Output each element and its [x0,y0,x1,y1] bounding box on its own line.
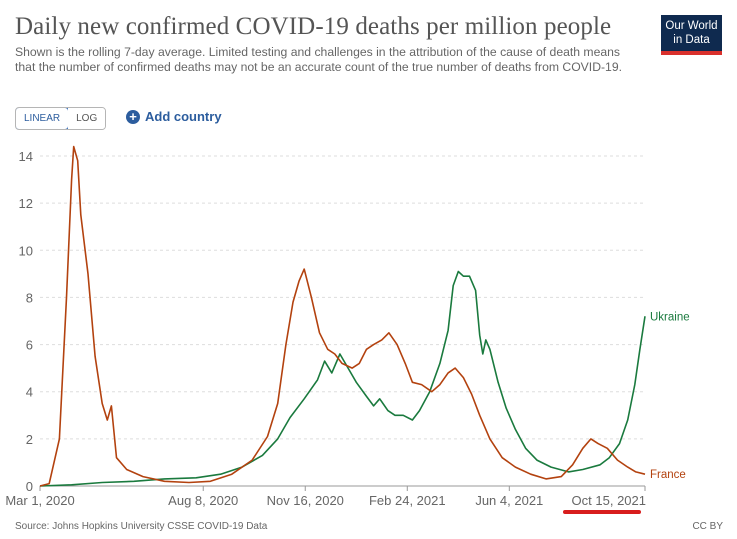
x-tick-label: Aug 8, 2020 [168,493,238,508]
y-tick-label: 12 [19,196,33,211]
y-tick-label: 2 [26,432,33,447]
highlight-underline [563,510,641,514]
owid-logo[interactable]: Our World in Data [661,15,722,55]
y-tick-label: 4 [26,385,33,400]
grid-lines [40,155,645,487]
series-line-ukraine[interactable] [39,270,646,487]
y-tick-label: 8 [26,290,33,305]
x-tick-label: Oct 15, 2021 [572,493,646,508]
series-label-ukraine[interactable]: Ukraine [650,311,690,323]
x-axis-ticks: Mar 1, 2020 Aug 8, 2020 Nov 16, 2020 Feb 24… [5,486,646,508]
series-line-france[interactable] [39,145,646,487]
y-tick-label: 14 [19,149,33,164]
y-axis-ticks: 0 2 4 6 8 10 12 14 [19,149,33,494]
y-tick-label: 10 [19,243,33,258]
chart-title: Daily new confirmed COVID-19 deaths per … [15,13,612,40]
add-country-label: Add country [145,109,222,124]
x-tick-label: Nov 16, 2020 [267,493,344,508]
license-link[interactable]: CC BY [692,521,723,532]
plus-circle-icon: + [126,109,140,124]
x-tick-label: Feb 24, 2021 [369,493,446,508]
y-tick-label: 0 [26,479,33,494]
x-tick-label: Jun 4, 2021 [475,493,543,508]
logo-line-1: Our World [665,20,718,32]
chart-subtitle: Shown is the rolling 7-day average. Limi… [15,45,622,74]
scale-toggle[interactable]: LINEAR LOG [15,107,107,130]
logo-line-2: in Data [673,34,710,46]
add-country-button[interactable]: + Add country [126,109,222,124]
series-label-france[interactable]: France [650,469,686,481]
source-note[interactable]: Source: Johns Hopkins University CSSE CO… [15,521,268,532]
log-scale-button[interactable]: LOG [68,108,106,129]
logo-accent-bar [661,51,722,55]
x-tick-label: Mar 1, 2020 [5,493,74,508]
series-lines [39,145,646,487]
y-tick-label: 6 [26,338,33,353]
series-labels: Ukraine France [650,311,690,481]
